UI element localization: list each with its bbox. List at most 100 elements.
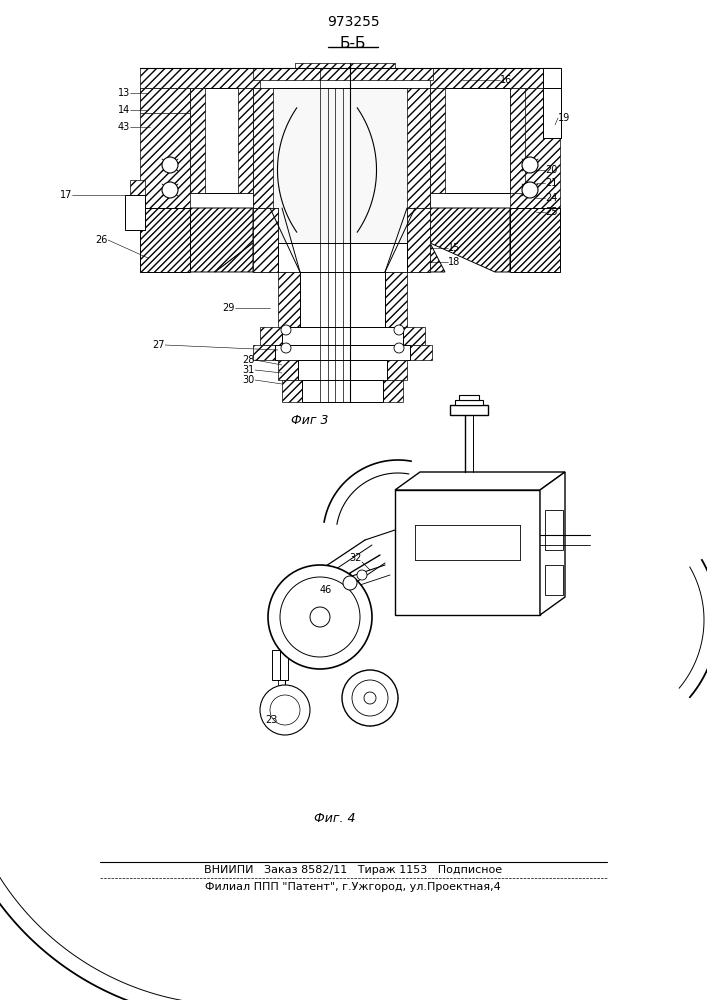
Text: 24: 24	[545, 193, 557, 203]
Bar	[298, 360, 387, 380]
Text: 15: 15	[448, 243, 460, 253]
Bar	[430, 88, 510, 193]
Bar	[253, 345, 275, 360]
Bar	[130, 180, 145, 230]
Circle shape	[268, 565, 372, 669]
Bar	[403, 327, 425, 345]
Text: 46: 46	[320, 585, 332, 595]
Text: 25: 25	[545, 207, 558, 217]
Bar	[385, 272, 407, 327]
Bar	[140, 68, 260, 88]
Text: 20: 20	[545, 165, 557, 175]
Bar	[430, 88, 560, 113]
Circle shape	[357, 570, 367, 580]
Bar	[140, 88, 260, 113]
Text: 973255: 973255	[327, 15, 380, 29]
Polygon shape	[215, 243, 253, 272]
Polygon shape	[395, 472, 565, 490]
Bar	[278, 243, 407, 272]
Text: Филиал ППП "Патент", г.Ужгород, ул.Проектная,4: Филиал ППП "Патент", г.Ужгород, ул.Проек…	[205, 882, 501, 892]
Bar	[125, 195, 145, 230]
Text: 28: 28	[243, 355, 255, 365]
Circle shape	[342, 670, 398, 726]
Bar	[430, 68, 560, 88]
Circle shape	[364, 692, 376, 704]
Circle shape	[260, 685, 310, 735]
Bar	[395, 490, 540, 615]
Text: 32: 32	[350, 553, 362, 563]
Polygon shape	[190, 208, 253, 272]
Text: 29: 29	[223, 303, 235, 313]
Text: Б-Б: Б-Б	[340, 35, 366, 50]
Polygon shape	[140, 208, 190, 272]
Circle shape	[343, 576, 357, 590]
Bar	[278, 360, 298, 380]
Bar	[282, 327, 403, 345]
Text: 26: 26	[95, 235, 108, 245]
Polygon shape	[510, 208, 560, 272]
Text: 19: 19	[558, 113, 571, 123]
Bar	[280, 650, 288, 680]
Bar	[545, 565, 563, 595]
Text: 16: 16	[500, 75, 513, 85]
Bar	[260, 327, 282, 345]
Text: 14: 14	[118, 105, 130, 115]
Text: Фиг. 4: Фиг. 4	[314, 812, 356, 824]
Circle shape	[280, 577, 360, 657]
Circle shape	[162, 182, 178, 198]
Text: 23: 23	[266, 715, 278, 725]
Text: 13: 13	[118, 88, 130, 98]
Circle shape	[522, 182, 538, 198]
Text: ВНИИПИ   Заказ 8582/11   Тираж 1153   Подписное: ВНИИПИ Заказ 8582/11 Тираж 1153 Подписно…	[204, 865, 502, 875]
Bar	[450, 405, 488, 415]
Bar	[545, 510, 563, 550]
Bar	[272, 650, 280, 680]
Circle shape	[310, 607, 330, 627]
Polygon shape	[430, 243, 445, 272]
Bar	[275, 345, 410, 360]
Bar	[253, 88, 430, 243]
Text: Фиг 3: Фиг 3	[291, 414, 329, 426]
Circle shape	[281, 325, 291, 335]
Bar	[543, 88, 561, 138]
Bar	[278, 272, 300, 327]
Bar	[253, 208, 278, 272]
Bar	[430, 88, 445, 193]
Text: 31: 31	[243, 365, 255, 375]
Text: 43: 43	[118, 122, 130, 132]
Bar	[300, 272, 385, 327]
Polygon shape	[540, 472, 565, 615]
Bar	[190, 88, 253, 193]
Bar	[295, 63, 395, 68]
Bar	[190, 88, 205, 193]
Polygon shape	[338, 573, 355, 590]
Circle shape	[270, 695, 300, 725]
Bar	[543, 88, 561, 138]
Bar	[510, 88, 525, 193]
Circle shape	[394, 343, 404, 353]
Bar	[302, 380, 383, 402]
Text: 18: 18	[448, 257, 460, 267]
Text: 21: 21	[545, 178, 557, 188]
Bar	[407, 208, 430, 272]
Circle shape	[281, 343, 291, 353]
Bar	[387, 360, 407, 380]
Bar	[282, 380, 302, 402]
Bar	[459, 395, 479, 400]
Circle shape	[162, 157, 178, 173]
Bar	[407, 208, 430, 272]
Bar	[455, 400, 483, 405]
Bar	[253, 88, 273, 243]
Bar	[238, 88, 253, 193]
Bar	[253, 68, 433, 80]
Polygon shape	[430, 208, 510, 272]
Bar	[543, 68, 561, 88]
Bar	[383, 380, 403, 402]
Circle shape	[522, 157, 538, 173]
Bar	[140, 88, 190, 208]
Circle shape	[394, 325, 404, 335]
Bar	[410, 345, 432, 360]
Text: 17: 17	[59, 190, 72, 200]
Bar	[407, 88, 430, 243]
Bar	[253, 208, 278, 272]
